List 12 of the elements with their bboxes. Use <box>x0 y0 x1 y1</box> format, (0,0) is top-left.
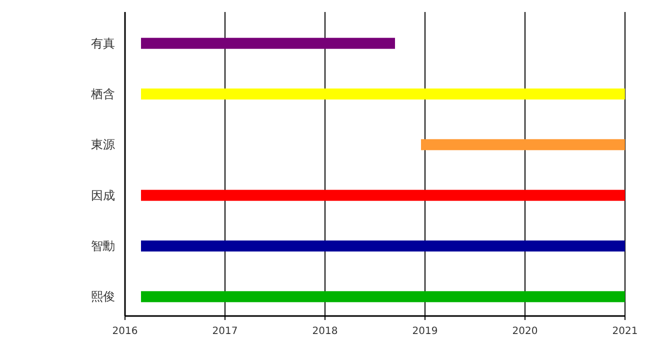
x-tick-label: 2020 <box>512 326 538 337</box>
x-tick-label: 2017 <box>212 326 238 337</box>
y-tick-label: 東源 <box>91 138 115 152</box>
y-tick-label: 智勳 <box>91 239 115 253</box>
x-tick-label: 2019 <box>412 326 438 337</box>
y-tick-label: 栖含 <box>90 87 115 101</box>
x-tick-label: 2021 <box>612 326 638 337</box>
y-tick-label: 因成 <box>91 188 115 202</box>
y-tick-label: 有真 <box>91 36 115 50</box>
x-tick-label: 2018 <box>312 326 338 337</box>
x-tick-label: 2016 <box>112 326 138 337</box>
y-tick-label: 熙俊 <box>91 290 115 304</box>
